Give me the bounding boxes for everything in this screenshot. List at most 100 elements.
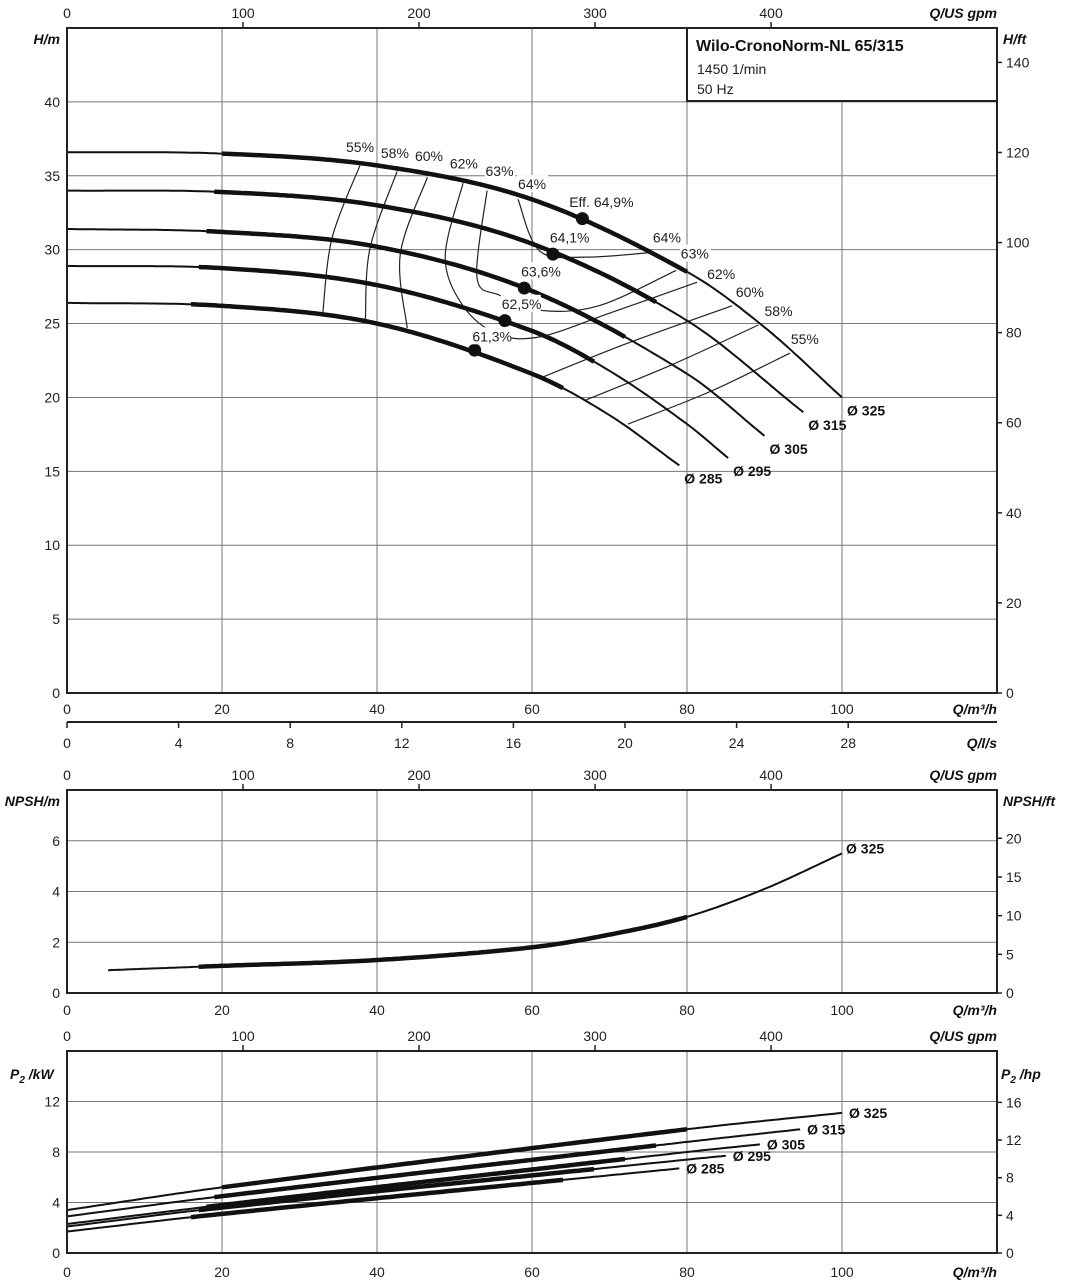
ls-tick-label: 24	[729, 735, 745, 751]
head-curve-d285	[67, 301, 680, 467]
efficiency-label: 62%	[707, 266, 735, 282]
head-curve-label-d285: Ø 285	[684, 470, 722, 486]
efficiency-label-bg	[345, 138, 376, 156]
plot-frame-npsh	[66, 789, 998, 994]
plot-frame-power	[66, 1050, 998, 1254]
left-tick-label-npsh: 2	[52, 934, 60, 950]
gpm-tick-label-npsh: 100	[231, 767, 255, 783]
best-efficiency-label: 64,1%	[550, 229, 590, 245]
m3h-tick-label-power: 20	[214, 1264, 230, 1280]
efficiency-line-60pct	[399, 177, 428, 329]
head-curve-operating-range-d305	[206, 228, 627, 339]
efficiency-label-bg	[789, 330, 821, 348]
m3h-axis-title-power: Q/m³/h	[953, 1264, 997, 1280]
m3h-tick-label-head: 0	[63, 701, 71, 717]
m3h-tick-label-npsh: 60	[524, 1002, 540, 1018]
ls-tick-label: 12	[394, 735, 410, 751]
m3h-tick-label-npsh: 20	[214, 1002, 230, 1018]
best-efficiency-label-bg	[548, 228, 589, 246]
gpm-axis-title-npsh: Q/US gpm	[929, 767, 997, 783]
power-curve-label-d285: Ø 285	[686, 1160, 724, 1176]
head-curve-label-d305: Ø 305	[770, 441, 808, 457]
left-axis-title-head: H/m	[34, 31, 60, 47]
plot-frame-head	[66, 27, 998, 694]
right-tick-label-npsh: 15	[1006, 869, 1022, 885]
best-efficiency-label: 63,6%	[521, 263, 561, 279]
info-box-frame	[686, 27, 998, 102]
power-curve-label-d295: Ø 295	[733, 1148, 771, 1164]
efficiency-line-64pct	[517, 199, 650, 259]
efficiency-label-bg	[651, 228, 683, 246]
best-efficiency-label-bg	[568, 192, 657, 210]
curves-layer: 55% 58% 60% 62% 63%64%64%63%62%60%58%55%Ø 32…	[66, 138, 887, 1233]
power-curve-label-d315: Ø 315	[807, 1121, 845, 1137]
efficiency-label: 60%	[415, 148, 443, 164]
efficiency-label-bg	[763, 302, 795, 320]
gpm-tick-label-head: 300	[583, 5, 607, 21]
power-curve-d325	[66, 1111, 843, 1212]
m3h-tick-label-npsh: 0	[63, 1002, 71, 1018]
gpm-tick-label-power: 100	[231, 1028, 255, 1044]
efficiency-label: 60%	[736, 284, 764, 300]
gpm-tick-label-npsh: 400	[759, 767, 783, 783]
right-tick-label-power: 0	[1006, 1245, 1014, 1261]
gpm-tick-label-head: 100	[231, 5, 255, 21]
head-curve-operating-range-d285	[190, 302, 565, 391]
power-curve-operating-range-d305	[206, 1156, 626, 1210]
efficiency-label: 58%	[765, 303, 793, 319]
efficiency-label: 63%	[486, 163, 514, 179]
right-tick-label-head: 140	[1006, 54, 1030, 70]
left-tick-label-power: 0	[52, 1245, 60, 1261]
efficiency-label-bg	[517, 175, 549, 193]
left-tick-label-head: 30	[44, 242, 60, 258]
gpm-tick-label-head: 0	[63, 5, 71, 21]
info-box-title: Wilo-CronoNorm-NL 65/315	[696, 38, 904, 55]
right-tick-label-head: 20	[1006, 595, 1022, 611]
right-axis-title-power: P2 /hp	[1001, 1066, 1041, 1086]
right-tick-label-npsh: 20	[1006, 830, 1022, 846]
info-box-frequency: 50 Hz	[697, 81, 734, 97]
power-curve-operating-range-d315	[214, 1143, 657, 1200]
best-efficiency-label-bg	[471, 327, 512, 345]
efficiency-label-bg	[484, 161, 516, 179]
ls-tick-label: 8	[286, 735, 294, 751]
m3h-tick-label-power: 80	[679, 1264, 695, 1280]
best-efficiency-point	[517, 281, 531, 295]
efficiency-label-bg	[734, 282, 766, 300]
right-tick-label-head: 120	[1006, 144, 1030, 160]
head-curve-operating-range-d315	[214, 189, 658, 305]
left-tick-label-head: 20	[44, 389, 60, 405]
left-tick-label-head: 10	[44, 537, 60, 553]
grid-layer	[67, 28, 997, 1253]
right-tick-label-npsh: 10	[1006, 908, 1022, 924]
right-tick-label-npsh: 5	[1006, 946, 1014, 962]
m3h-tick-label-npsh: 80	[679, 1002, 695, 1018]
best-efficiency-label: 61,3%	[472, 328, 512, 344]
left-axis-title-npsh: NPSH/m	[5, 793, 60, 809]
efficiency-label-bg	[679, 244, 711, 262]
right-tick-label-npsh: 0	[1006, 985, 1014, 1001]
right-axis-title-npsh: NPSH/ft	[1003, 793, 1056, 809]
power-curve-operating-range-d325	[221, 1127, 688, 1190]
right-tick-label-head: 40	[1006, 505, 1022, 521]
efficiency-label-bg	[379, 144, 411, 162]
gpm-tick-label-power: 0	[63, 1028, 71, 1044]
gpm-tick-label-power: 400	[759, 1028, 783, 1044]
npsh-curve-operating-range-d325	[198, 914, 688, 969]
best-efficiency-label-bg	[520, 262, 561, 280]
head-curve-operating-range-d325	[221, 151, 689, 274]
efficiency-label: 55%	[346, 139, 374, 155]
efficiency-label: 62%	[450, 155, 478, 171]
ls-tick-label: 4	[175, 735, 183, 751]
efficiency-line-58pct	[584, 324, 759, 401]
m3h-tick-label-power: 40	[369, 1264, 385, 1280]
best-efficiency-label-bg	[500, 294, 541, 312]
head-curve-label-d315: Ø 315	[808, 417, 846, 433]
efficiency-label-bg	[706, 265, 738, 283]
best-efficiency-point	[498, 314, 512, 328]
left-axis-title-power: P2 /kW	[10, 1066, 55, 1086]
left-tick-label-npsh: 0	[52, 985, 60, 1001]
m3h-tick-label-power: 0	[63, 1264, 71, 1280]
right-tick-label-head: 0	[1006, 685, 1014, 701]
